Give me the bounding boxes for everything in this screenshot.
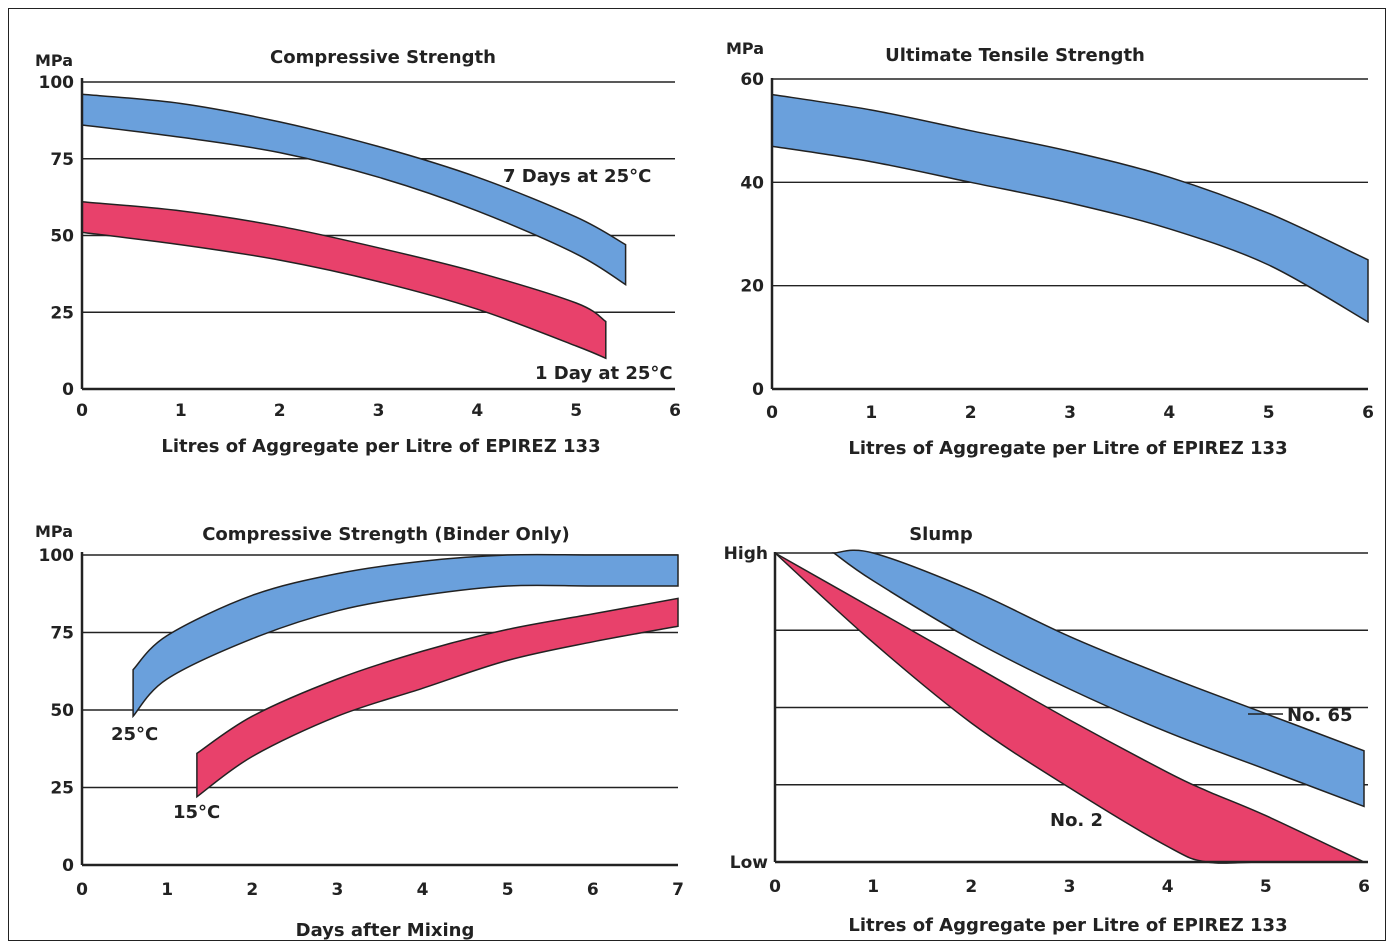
y-tick-label: 75	[50, 150, 74, 170]
y-tick-labels: 0 20 40 60	[740, 70, 764, 400]
x-tick-label: 2	[965, 877, 977, 897]
x-tick-labels: 0 1 2 3 4 5 6	[769, 877, 1370, 897]
y-tick-labels: Low High	[724, 544, 769, 873]
series-band-blue	[81, 93, 627, 286]
x-tick-label: 0	[766, 403, 778, 423]
y-tick-label: 0	[62, 380, 74, 400]
x-tick-label: 5	[570, 401, 582, 421]
x-tick-label: 5	[502, 880, 514, 900]
x-tick-labels: 0 1 2 3 4 5 6	[766, 403, 1374, 423]
x-tick-label: 1	[161, 880, 173, 900]
y-tick-label: High	[724, 544, 768, 564]
x-tick-label: 0	[76, 880, 88, 900]
series-label-7-days: 7 Days at 25°C	[503, 166, 651, 187]
series-label-no-2: No. 2	[1050, 810, 1103, 831]
x-tick-labels: 0 1 2 3 4 5 6	[76, 401, 681, 421]
chart-title: Compressive Strength	[270, 47, 496, 68]
chart-title: Ultimate Tensile Strength	[885, 45, 1145, 66]
series-band-blue	[831, 549, 1365, 808]
x-tick-label: 6	[587, 880, 599, 900]
x-tick-label: 1	[865, 403, 877, 423]
x-tick-label: 2	[274, 401, 286, 421]
x-axis-label: Litres of Aggregate per Litre of EPIREZ …	[848, 438, 1287, 459]
chart-ultimate-tensile-strength: 0 20 40 60 0 1 2 3 4 5 6 Ultimate Tensile Strengt…	[726, 39, 1374, 459]
y-tick-label: Low	[730, 853, 769, 873]
y-tick-label: 25	[50, 779, 74, 799]
series-band-red	[81, 200, 607, 360]
y-tick-label: 50	[50, 227, 74, 247]
y-tick-label: 60	[740, 70, 764, 90]
x-tick-label: 1	[175, 401, 187, 421]
y-tick-labels: 0 25 50 75 100	[39, 73, 75, 400]
y-axis-unit: MPa	[35, 522, 73, 541]
x-tick-label: 4	[1163, 403, 1175, 423]
x-tick-label: 5	[1260, 877, 1272, 897]
x-tick-label: 5	[1263, 403, 1275, 423]
x-tick-label: 6	[669, 401, 681, 421]
x-tick-label: 4	[1162, 877, 1174, 897]
series-label-15c: 15°C	[173, 802, 220, 823]
x-tick-label: 3	[1064, 403, 1076, 423]
bands	[132, 553, 679, 799]
y-tick-label: 100	[39, 546, 75, 566]
x-tick-label: 6	[1362, 403, 1374, 423]
x-tick-label: 3	[1064, 877, 1076, 897]
x-axis-label: Litres of Aggregate per Litre of EPIREZ …	[848, 915, 1287, 936]
series-band-red	[196, 597, 679, 799]
y-tick-label: 75	[50, 624, 74, 644]
x-tick-label: 7	[672, 880, 684, 900]
x-axis-label: Days after Mixing	[296, 920, 475, 941]
x-axis-label: Litres of Aggregate per Litre of EPIREZ …	[161, 436, 600, 457]
y-tick-label: 40	[740, 173, 764, 193]
x-tick-label: 2	[246, 880, 258, 900]
y-tick-label: 20	[740, 277, 764, 297]
x-tick-label: 6	[1358, 877, 1370, 897]
y-tick-label: 25	[50, 303, 74, 323]
x-tick-label: 0	[769, 877, 781, 897]
y-tick-labels: 0 25 50 75 100	[39, 546, 75, 876]
chart-title: Compressive Strength (Binder Only)	[202, 524, 570, 545]
series-band-blue	[132, 553, 679, 719]
x-tick-label: 3	[373, 401, 385, 421]
x-tick-labels: 0 1 2 3 4 5 6 7	[76, 880, 684, 900]
chart-compressive-strength-binder-only: 0 25 50 75 100 0 1 2 3 4 5 6 7 Compressive Strength…	[35, 522, 684, 941]
bands	[771, 93, 1369, 324]
bands	[81, 93, 627, 360]
x-tick-label: 2	[965, 403, 977, 423]
x-tick-label: 0	[76, 401, 88, 421]
y-axis-unit: MPa	[726, 39, 764, 58]
y-tick-label: 0	[62, 856, 74, 876]
series-label-no-65: No. 65	[1287, 705, 1353, 726]
y-tick-label: 0	[752, 380, 764, 400]
x-tick-label: 1	[867, 877, 879, 897]
chart-slump: Low High 0 1 2 3 4 5 6 Slump Litres of Aggregat…	[724, 524, 1370, 936]
x-tick-label: 3	[332, 880, 344, 900]
series-label-1-day: 1 Day at 25°C	[535, 363, 673, 384]
y-tick-label: 100	[39, 73, 75, 93]
x-tick-label: 4	[417, 880, 429, 900]
chart-title: Slump	[909, 524, 973, 545]
x-tick-label: 4	[471, 401, 483, 421]
series-band-blue	[771, 93, 1369, 324]
y-tick-label: 50	[50, 701, 74, 721]
series-label-25c: 25°C	[111, 724, 158, 745]
y-axis-unit: MPa	[35, 51, 73, 70]
